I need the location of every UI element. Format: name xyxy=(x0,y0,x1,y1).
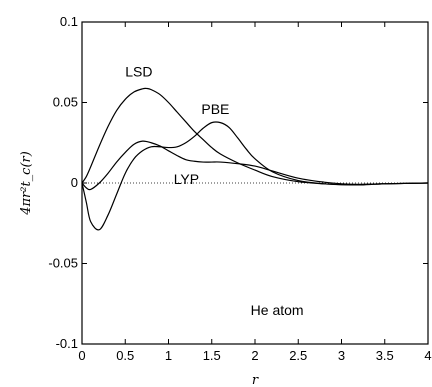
y-tick-label: 0.1 xyxy=(60,14,78,29)
x-axis-label: r xyxy=(252,373,259,387)
curve-lyp xyxy=(82,141,428,190)
curve-label-pbe: PBE xyxy=(201,101,229,117)
curve-pbe xyxy=(82,122,428,230)
x-tick-label: 0.5 xyxy=(116,348,134,363)
x-tick-label: 2 xyxy=(251,348,258,363)
y-axis-label: 4πr²t_c(r) xyxy=(19,151,34,216)
axis-ticks: 0 0.5 1 1.5 2 2.5 3 3.5 4 -0.1 -0.05 0 0.05 0.1 xyxy=(48,14,431,363)
x-tick-label: 0 xyxy=(78,348,85,363)
curves xyxy=(82,88,428,229)
y-tick-label: -0.1 xyxy=(56,336,78,351)
y-tick-label: 0.05 xyxy=(53,95,78,110)
x-tick-label: 1 xyxy=(165,348,172,363)
curve-label-lyp: LYP xyxy=(174,171,199,187)
y-tick-label: 0 xyxy=(71,175,78,190)
x-tick-label: 3.5 xyxy=(376,348,394,363)
curve-labels: LSD PBE LYP xyxy=(125,64,229,187)
y-tick-label: -0.05 xyxy=(48,256,78,271)
x-tick-label: 4 xyxy=(424,348,431,363)
x-tick-label: 3 xyxy=(338,348,345,363)
curve-lsd xyxy=(82,88,428,184)
x-tick-label: 2.5 xyxy=(289,348,307,363)
curve-label-lsd: LSD xyxy=(125,64,152,80)
x-tick-label: 1.5 xyxy=(203,348,221,363)
annotation-he-atom: He atom xyxy=(251,302,304,318)
